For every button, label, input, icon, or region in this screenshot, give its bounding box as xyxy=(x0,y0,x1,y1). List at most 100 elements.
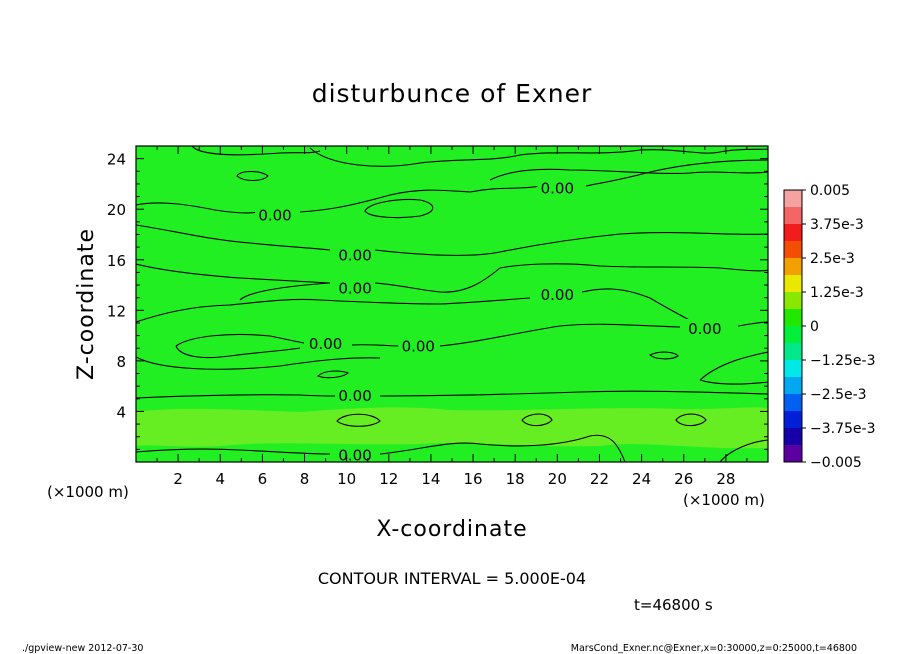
contour-label-bg xyxy=(684,319,725,337)
contour-label-bg xyxy=(305,334,346,352)
colorbar-segment xyxy=(784,428,802,446)
colorbar-label: −3.75e-3 xyxy=(810,421,875,437)
x-tick-label: 4 xyxy=(215,470,225,488)
x-tick-label: 12 xyxy=(379,470,398,488)
x-tick-label: 6 xyxy=(258,470,268,488)
x-tick-label: 18 xyxy=(506,470,525,488)
x-tick-label: 22 xyxy=(590,470,609,488)
contour-line xyxy=(136,297,531,323)
y-axis-label: Z-coordinate xyxy=(74,228,99,380)
colorbar-segment xyxy=(784,309,802,327)
contour-line xyxy=(379,434,626,462)
x-tick-label: 10 xyxy=(337,470,356,488)
contour-line xyxy=(191,146,321,156)
colorbar-segment xyxy=(784,258,802,276)
colorbar-segment xyxy=(784,241,802,259)
contour-label-bg xyxy=(335,245,376,263)
chart-title: disturbunce of Exner xyxy=(312,79,593,108)
contour-line xyxy=(649,351,679,360)
contour-label: 0.00 xyxy=(541,286,574,304)
x-tick-label: 28 xyxy=(716,470,735,488)
colorbar-segment xyxy=(784,411,802,429)
colorbar-segment xyxy=(784,326,802,344)
colorbar-segment xyxy=(784,207,802,225)
contour-label: 0.00 xyxy=(338,387,371,405)
contour-line xyxy=(236,170,269,182)
contour-line xyxy=(136,263,331,284)
colorbar-label: −1.25e-3 xyxy=(810,353,875,369)
footer-left: ./gpview-new 2012-07-30 xyxy=(22,643,143,654)
contour-label-bg xyxy=(335,386,376,404)
contour-label-bg xyxy=(537,284,578,302)
colorbar-label: 2.5e-3 xyxy=(810,251,855,267)
y-tick-label: 4 xyxy=(116,403,126,421)
y-tick-label: 12 xyxy=(107,302,126,320)
contour-interval-text: CONTOUR INTERVAL = 5.000E-04 xyxy=(318,569,586,588)
contour-line xyxy=(336,413,381,427)
contour-line xyxy=(299,185,541,213)
contour-line xyxy=(699,351,768,381)
colorbar-label: −0.005 xyxy=(810,455,862,471)
colorbar-segment xyxy=(784,190,802,208)
y-axis: 4 8 12 16 20 24 xyxy=(107,151,768,450)
contour-line xyxy=(136,356,381,370)
plot-area: 0.000.000.000.00 0.000.000.000.000.000.00 xyxy=(135,145,769,463)
contour-line xyxy=(136,394,336,399)
y-tick-label: 24 xyxy=(107,151,126,169)
shaded-region-low xyxy=(136,407,768,449)
colorbar: 0.005 3.75e-3 2.5e-3 1.25e-3 0 −1.25e-3 −2.5e-… xyxy=(783,183,875,471)
contour-lines xyxy=(136,146,768,462)
contour-label-bg xyxy=(398,336,439,354)
contour-label: 0.00 xyxy=(338,280,371,298)
contour-label-bg xyxy=(537,178,578,196)
contour-line xyxy=(175,345,301,359)
colorbar-segment xyxy=(784,377,802,395)
colorbar-segment xyxy=(784,445,802,463)
contour-line xyxy=(379,390,768,397)
contour-line xyxy=(737,321,768,327)
x-axis-label: X-coordinate xyxy=(376,517,527,542)
colorbar-label: 1.25e-3 xyxy=(810,285,864,301)
y-tick-label: 16 xyxy=(107,252,126,270)
colorbar-segment xyxy=(784,224,802,242)
x-tick-label: 20 xyxy=(548,470,567,488)
contour-line xyxy=(309,147,768,167)
contour-line xyxy=(175,333,305,347)
x-axis: 2 4 6 8 10 12 14 16 18 20 22 24 26 28 xyxy=(156,146,748,488)
x-unit-right: (×1000 m) xyxy=(683,491,765,509)
contour-line xyxy=(351,344,401,347)
contour-label-bg xyxy=(335,445,376,462)
contour-label: 0.00 xyxy=(258,206,291,224)
colorbar-label: 3.75e-3 xyxy=(810,217,864,233)
y-tick-label: 8 xyxy=(116,353,126,371)
x-tick-label: 14 xyxy=(421,470,440,488)
contour-line xyxy=(439,323,681,347)
x-tick-label: 24 xyxy=(632,470,651,488)
x-tick-label: 8 xyxy=(300,470,310,488)
time-text: t=46800 s xyxy=(634,596,713,614)
contour-line xyxy=(585,159,768,187)
colorbar-segment xyxy=(784,360,802,378)
footer-right: MarsCond_Exner.nc@Exner,x=0:30000,z=0:25… xyxy=(571,643,857,654)
contour-labels: 0.000.000.000.00 0.000.000.000.000.000.00 xyxy=(255,178,725,462)
contour-line xyxy=(136,224,331,251)
colorbar-label: 0 xyxy=(810,319,819,335)
colorbar-label: 0.005 xyxy=(810,183,850,199)
contour-label: 0.00 xyxy=(338,247,371,265)
colorbar-segment xyxy=(784,394,802,412)
contour-line xyxy=(699,379,768,385)
contour-label: 0.00 xyxy=(309,335,342,353)
colorbar-segment xyxy=(784,292,802,310)
contour-line xyxy=(239,282,331,301)
contour-line xyxy=(374,232,768,256)
colorbar-label: −2.5e-3 xyxy=(810,387,867,403)
contour-label-bg xyxy=(255,205,296,223)
contour-line xyxy=(136,202,259,214)
contour-line xyxy=(136,448,331,455)
contour-line xyxy=(489,168,768,181)
contour-label: 0.00 xyxy=(402,338,435,356)
contour-line xyxy=(317,370,350,379)
x-unit-left: (×1000 m) xyxy=(47,483,129,501)
contour-line xyxy=(364,198,434,219)
